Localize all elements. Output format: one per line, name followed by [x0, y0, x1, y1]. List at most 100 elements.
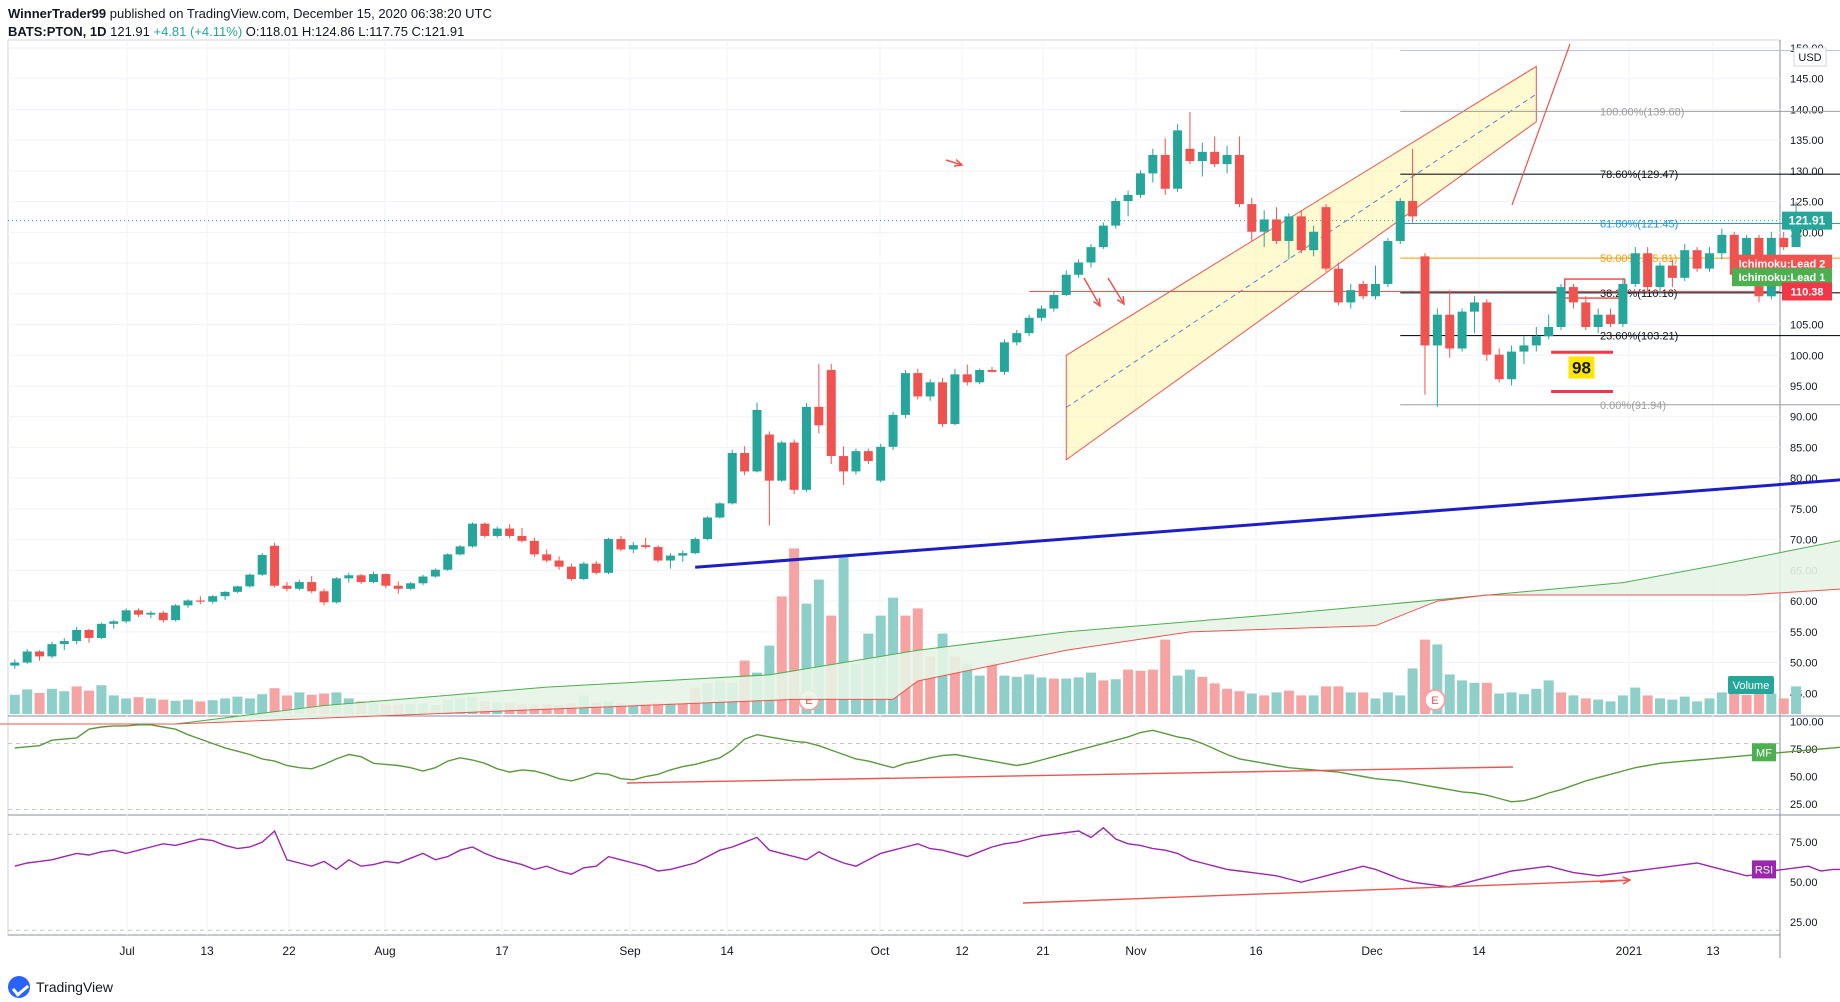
publish-info: WinnerTrader99 published on TradingView.…: [8, 6, 492, 21]
candle-body: [319, 591, 329, 603]
candle-body: [566, 566, 576, 579]
volume-bar: [1766, 693, 1777, 714]
volume-bar: [1222, 688, 1233, 714]
arrow-icon: [1599, 879, 1631, 883]
candle-body: [47, 644, 57, 657]
indicator-badge: [1752, 743, 1776, 762]
volume-bar: [1506, 692, 1517, 714]
candle-body: [641, 545, 651, 548]
volume-bar: [603, 701, 614, 714]
indicator-name: MF: [1756, 747, 1772, 759]
earnings-label: E: [805, 695, 812, 707]
candle-body: [208, 596, 218, 602]
time-tick-label: 17: [495, 944, 509, 958]
volume-bar: [1531, 688, 1542, 714]
candle-body: [1061, 274, 1071, 296]
volume-bar: [1283, 690, 1294, 714]
candle-body: [1309, 231, 1319, 251]
candle-body: [356, 575, 366, 583]
volume-bar: [1024, 674, 1035, 714]
candle-body: [665, 555, 675, 561]
candle-body: [628, 545, 638, 550]
ichimoku-lead2: [0, 588, 1840, 725]
indicator-line: [14, 826, 1840, 888]
volume-bar: [1259, 695, 1270, 714]
publish-note: published on TradingView.com, December 1…: [109, 6, 492, 21]
volume-bar: [665, 703, 676, 714]
currency-label: USD: [1798, 52, 1821, 64]
ohlc-values: O:118.01 H:124.86 L:117.75 C:121.91: [245, 24, 465, 39]
candle-body: [1024, 317, 1034, 334]
volume-bar: [1321, 686, 1332, 714]
volume-bar: [1778, 698, 1789, 714]
candle-body: [1272, 219, 1282, 241]
candle-body: [925, 382, 935, 397]
last-price-badge: [1782, 211, 1832, 230]
candle-body: [764, 434, 774, 481]
candle-body: [1408, 201, 1418, 217]
candle-body: [282, 585, 292, 589]
candle-body: [913, 373, 923, 397]
candle-body: [1148, 154, 1158, 174]
volume-bar: [1209, 683, 1220, 714]
time-tick-label: 14: [720, 944, 734, 958]
candle-body: [1482, 302, 1492, 355]
volume-bar: [1135, 670, 1146, 714]
candle-body: [257, 555, 267, 575]
volume-bar: [1469, 682, 1480, 714]
candle-body: [814, 406, 824, 426]
volume-bar: [813, 579, 824, 714]
volume-bar: [281, 695, 292, 714]
candle-body: [1544, 327, 1554, 337]
candle-body: [987, 370, 997, 372]
price-tick-label: 130.00: [1790, 166, 1824, 178]
candle-body: [455, 546, 465, 555]
volume-bar: [949, 656, 960, 714]
fib-level-label: 78.60%(129.47): [1600, 169, 1678, 181]
price-tick-label: 100.00: [1790, 350, 1824, 362]
earnings-label: E: [1431, 695, 1438, 707]
volume-bar: [1073, 677, 1084, 714]
candle-body: [1445, 314, 1455, 349]
candle-body: [690, 539, 700, 554]
volume-bar: [331, 692, 342, 714]
candle-body: [801, 406, 811, 490]
volume-bar: [1630, 687, 1641, 714]
candle-body: [839, 456, 849, 472]
price-tick-label: 135.00: [1790, 135, 1824, 147]
volume-bar: [1741, 694, 1752, 714]
indicator-tick-label: 25.00: [1790, 799, 1818, 811]
volume-bar: [1370, 698, 1381, 714]
volume-bar: [1407, 668, 1418, 714]
candle-body: [1581, 302, 1591, 328]
candle-body: [999, 342, 1009, 372]
candle-body: [604, 539, 614, 573]
candle-body: [220, 591, 230, 597]
volume-bar: [925, 656, 936, 714]
candle-body: [851, 451, 861, 472]
author-name[interactable]: WinnerTrader99: [8, 6, 107, 21]
candle-body: [232, 586, 242, 592]
footer: TradingView: [8, 976, 113, 998]
volume-bar: [974, 675, 985, 714]
price-label-badge: [1782, 282, 1832, 301]
candle-body: [653, 547, 663, 561]
price-tick-label: 85.00: [1790, 442, 1818, 454]
chart-frame: [7, 39, 1781, 936]
price-tick-label: 90.00: [1790, 412, 1818, 424]
time-tick-label: 22: [282, 944, 296, 958]
candle-body: [344, 575, 354, 579]
candle-body: [1012, 333, 1022, 343]
candle-body: [72, 629, 82, 642]
candle-body: [616, 539, 626, 550]
volume-bar: [554, 705, 565, 714]
volume-bar: [59, 691, 70, 714]
arrow-icon: [945, 159, 963, 166]
candle-body: [752, 409, 762, 472]
candle-body: [109, 621, 119, 624]
volume-bar: [1556, 692, 1567, 714]
indicator-tick-label: 100.00: [1790, 717, 1824, 729]
candle-body: [1284, 216, 1294, 241]
candle-body: [1197, 151, 1207, 162]
